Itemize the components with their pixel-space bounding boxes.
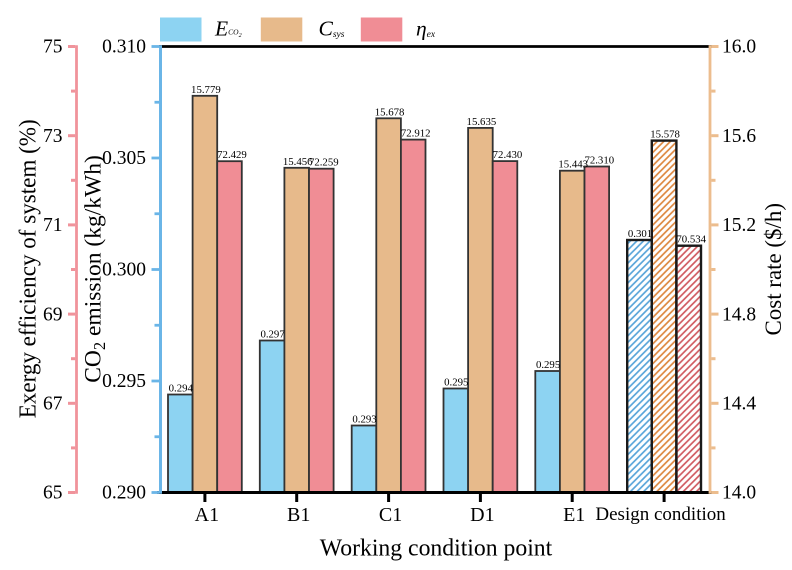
svg-text:D1: D1 [470,504,494,526]
svg-text:Working condition point: Working condition point [320,535,553,562]
svg-text:15.6: 15.6 [722,126,756,147]
svg-text:15.578: 15.578 [650,129,680,141]
svg-text:Exergy efficiency of system (%: Exergy efficiency of system (%) [16,119,42,418]
svg-text:A1: A1 [195,504,219,526]
svg-text:0.295: 0.295 [102,371,146,392]
svg-text:73: 73 [43,126,63,147]
svg-text:72.259: 72.259 [309,157,339,169]
svg-text:70.534: 70.534 [676,234,706,246]
svg-text:14.4: 14.4 [722,394,756,415]
svg-text:16.0: 16.0 [722,37,756,58]
svg-text:0.294: 0.294 [169,383,194,395]
svg-text:0.305: 0.305 [102,148,146,169]
svg-text:65: 65 [43,483,63,504]
svg-text:0.301: 0.301 [628,228,652,240]
svg-text:72.429: 72.429 [217,149,247,161]
svg-text:72.310: 72.310 [584,155,614,167]
svg-text:72.912: 72.912 [401,128,431,140]
svg-text:75: 75 [43,37,63,58]
svg-text:15.779: 15.779 [191,84,221,96]
svg-text:0.290: 0.290 [102,483,146,504]
svg-text:Design condition: Design condition [595,504,726,525]
svg-text:15.456: 15.456 [283,156,313,168]
svg-text:0.300: 0.300 [102,260,146,281]
svg-text:72.430: 72.430 [493,149,523,161]
svg-text:69: 69 [43,304,63,325]
svg-text:B1: B1 [287,504,310,526]
svg-text:71: 71 [43,215,63,236]
svg-text:0.293: 0.293 [352,414,376,426]
svg-text:C1: C1 [379,504,402,526]
svg-text:15.2: 15.2 [722,215,756,236]
svg-text:Cost rate ($/h): Cost rate ($/h) [761,203,786,336]
svg-text:14.0: 14.0 [722,483,756,504]
svg-text:15.635: 15.635 [467,116,497,128]
svg-text:15.443: 15.443 [558,159,588,171]
svg-text:E1: E1 [563,504,585,526]
svg-text:0.295: 0.295 [444,377,468,389]
svg-text:67: 67 [43,394,63,415]
svg-text:0.295: 0.295 [536,359,560,371]
svg-text:0.297: 0.297 [260,329,285,341]
svg-text:0.310: 0.310 [102,37,146,58]
svg-text:14.8: 14.8 [722,304,756,325]
svg-text:15.678: 15.678 [375,106,405,118]
